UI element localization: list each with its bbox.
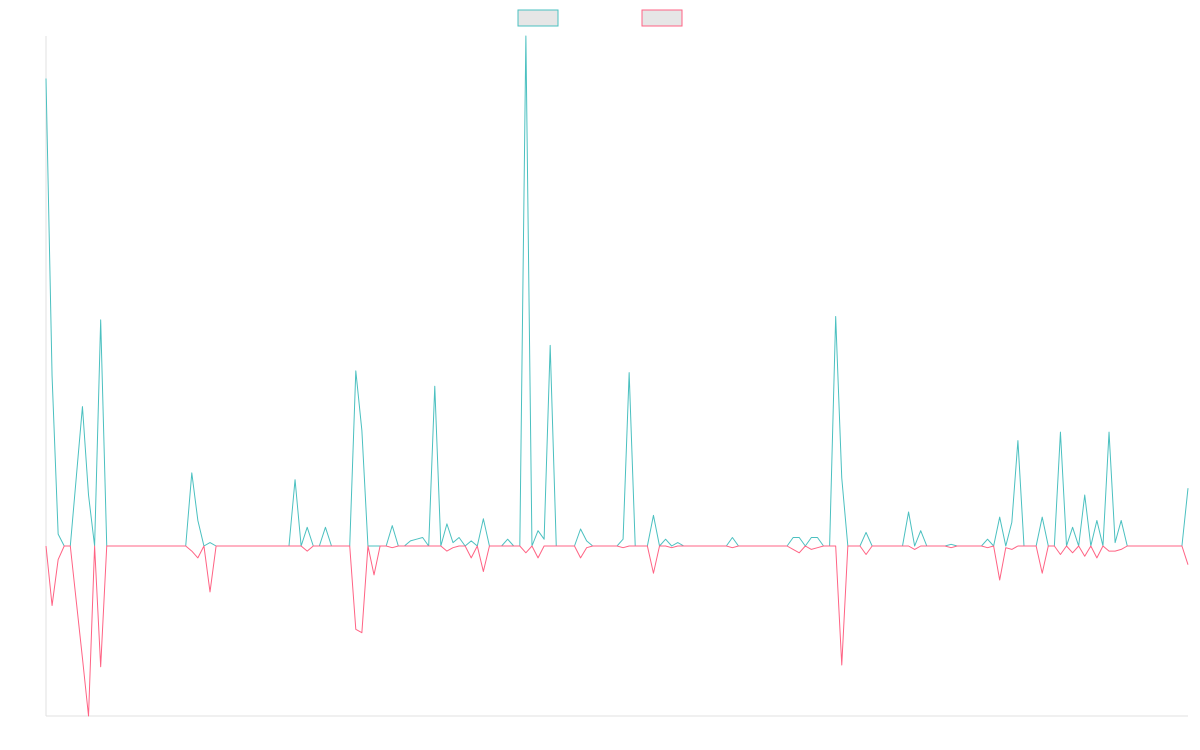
series-line-2 bbox=[45, 545, 1189, 717]
legend-item-2[interactable] bbox=[641, 9, 683, 27]
axes bbox=[45, 36, 1188, 717]
legend-swatch-1[interactable] bbox=[517, 9, 559, 27]
legend-item-1[interactable] bbox=[517, 9, 559, 27]
legend-swatch-2[interactable] bbox=[641, 9, 683, 27]
series-line-1 bbox=[45, 35, 1189, 547]
plot-area bbox=[45, 35, 1189, 717]
legend bbox=[517, 9, 683, 27]
